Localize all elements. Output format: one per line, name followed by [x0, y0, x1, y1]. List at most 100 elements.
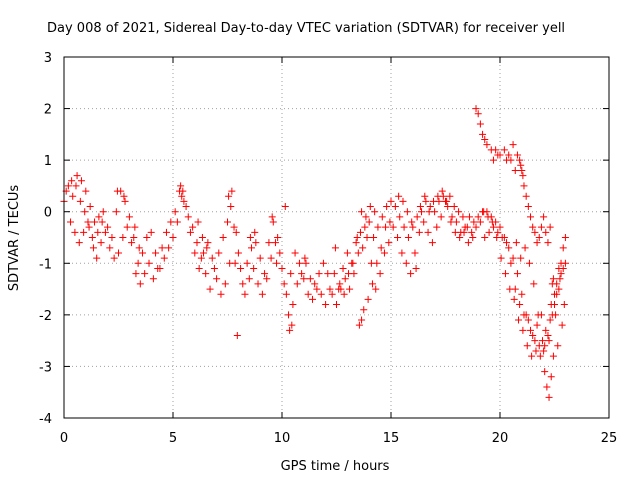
data-point-plus-marker: [263, 275, 271, 283]
data-point-plus-marker: [528, 352, 536, 360]
data-point-plus-marker: [420, 218, 428, 226]
data-point-plus-marker: [520, 182, 528, 190]
data-point-plus-marker: [119, 234, 127, 241]
data-point-plus-marker: [84, 218, 92, 226]
data-point-plus-marker: [202, 270, 210, 278]
data-point-plus-marker: [547, 301, 555, 309]
data-point-plus-marker: [366, 203, 374, 211]
y-axis-label: SDTVAR / TECUs: [7, 185, 22, 292]
data-point-plus-marker: [287, 270, 295, 278]
data-point-plus-marker: [331, 244, 339, 252]
data-point-plus-marker: [518, 166, 526, 174]
data-point-plus-marker: [73, 172, 81, 180]
data-point-plus-marker: [178, 192, 186, 200]
data-point-plus-marker: [539, 337, 547, 345]
data-point-plus-marker: [532, 347, 540, 355]
data-point-plus-marker: [94, 228, 102, 236]
data-point-plus-marker: [210, 264, 218, 272]
y-axis-ticks: -4 -3 -2 -1 0 1 2 3: [39, 51, 609, 427]
data-point-plus-marker: [527, 213, 535, 221]
data-point-plus-marker: [278, 264, 286, 272]
data-point-plus-marker: [271, 239, 279, 247]
data-point-plus-marker: [97, 239, 105, 247]
y-tick-label: -2: [39, 309, 52, 324]
data-point-plus-marker: [413, 213, 421, 221]
data-point-plus-marker: [537, 223, 545, 231]
data-point-plus-marker: [81, 208, 89, 216]
data-point-plus-marker: [233, 331, 241, 339]
data-point-plus-marker: [443, 197, 451, 205]
data-point-plus-marker: [131, 223, 139, 231]
data-point-plus-marker: [309, 295, 317, 303]
data-point-plus-marker: [488, 218, 496, 226]
data-point-plus-marker: [426, 203, 434, 211]
data-point-plus-marker: [193, 239, 201, 247]
data-point-plus-marker: [360, 306, 368, 314]
data-point-plus-marker: [553, 280, 561, 288]
data-point-plus-marker: [489, 156, 497, 164]
data-point-plus-marker: [141, 270, 149, 278]
data-point-plus-marker: [315, 270, 323, 278]
data-point-plus-marker: [313, 285, 321, 293]
data-point-plus-marker: [515, 316, 523, 324]
data-point-plus-marker: [549, 275, 557, 283]
data-point-plus-marker: [513, 270, 521, 278]
data-point-plus-marker: [135, 244, 143, 252]
data-point-plus-marker: [456, 234, 464, 241]
data-point-plus-marker: [536, 352, 544, 360]
data-point-plus-marker: [459, 213, 467, 221]
data-point-plus-marker: [505, 244, 513, 252]
data-point-plus-marker: [261, 270, 269, 278]
data-point-plus-marker: [354, 249, 362, 257]
data-point-plus-marker: [559, 244, 567, 252]
data-point-plus-marker: [503, 156, 511, 164]
data-point-plus-marker: [446, 192, 454, 200]
data-point-plus-marker: [171, 208, 179, 216]
data-point-plus-marker: [138, 249, 146, 257]
data-point-plus-marker: [555, 285, 563, 293]
data-point-plus-marker: [143, 234, 151, 241]
data-point-plus-marker: [289, 301, 297, 309]
data-point-plus-marker: [521, 244, 529, 252]
data-point-plus-marker: [243, 259, 251, 267]
data-point-plus-marker: [319, 259, 327, 267]
data-point-plus-marker: [152, 249, 160, 257]
data-point-plus-marker: [352, 239, 360, 247]
data-point-plus-marker: [516, 156, 524, 164]
data-point-plus-marker: [560, 301, 568, 309]
y-tick-label: -1: [39, 257, 52, 272]
data-point-plus-marker: [225, 192, 233, 200]
data-point-plus-marker: [368, 280, 376, 288]
data-point-plus-marker: [540, 213, 548, 221]
x-tick-label: 15: [383, 431, 400, 446]
data-point-plus-marker: [82, 187, 90, 195]
data-point-plus-marker: [501, 270, 509, 278]
data-point-plus-marker: [198, 234, 206, 241]
data-point-plus-marker: [268, 213, 276, 221]
data-point-plus-marker: [346, 285, 354, 293]
data-point-plus-marker: [344, 270, 352, 278]
data-point-plus-marker: [519, 326, 527, 334]
data-point-plus-marker: [424, 228, 432, 236]
data-point-plus-marker: [509, 254, 517, 262]
data-point-plus-marker: [125, 213, 133, 221]
data-point-plus-marker: [415, 228, 423, 236]
data-point-plus-marker: [184, 213, 192, 221]
data-point-plus-marker: [373, 259, 381, 267]
data-point-plus-marker: [98, 218, 106, 226]
data-point-plus-marker: [177, 182, 185, 190]
data-point-plus-marker: [422, 197, 430, 205]
data-point-plus-marker: [544, 331, 552, 339]
data-point-plus-marker: [326, 285, 334, 293]
chart-title: Day 008 of 2021, Sidereal Day-to-day VTE…: [47, 21, 565, 36]
data-point-plus-marker: [506, 285, 514, 293]
data-point-plus-marker: [311, 280, 319, 288]
data-point-plus-marker: [306, 275, 314, 283]
data-point-plus-marker: [411, 249, 419, 257]
data-point-plus-marker: [494, 228, 502, 236]
grid-lines: [64, 57, 609, 418]
data-point-plus-marker: [158, 244, 166, 252]
data-point-plus-marker: [433, 223, 441, 231]
data-point-plus-marker: [450, 203, 458, 211]
data-point-plus-marker: [353, 234, 361, 241]
